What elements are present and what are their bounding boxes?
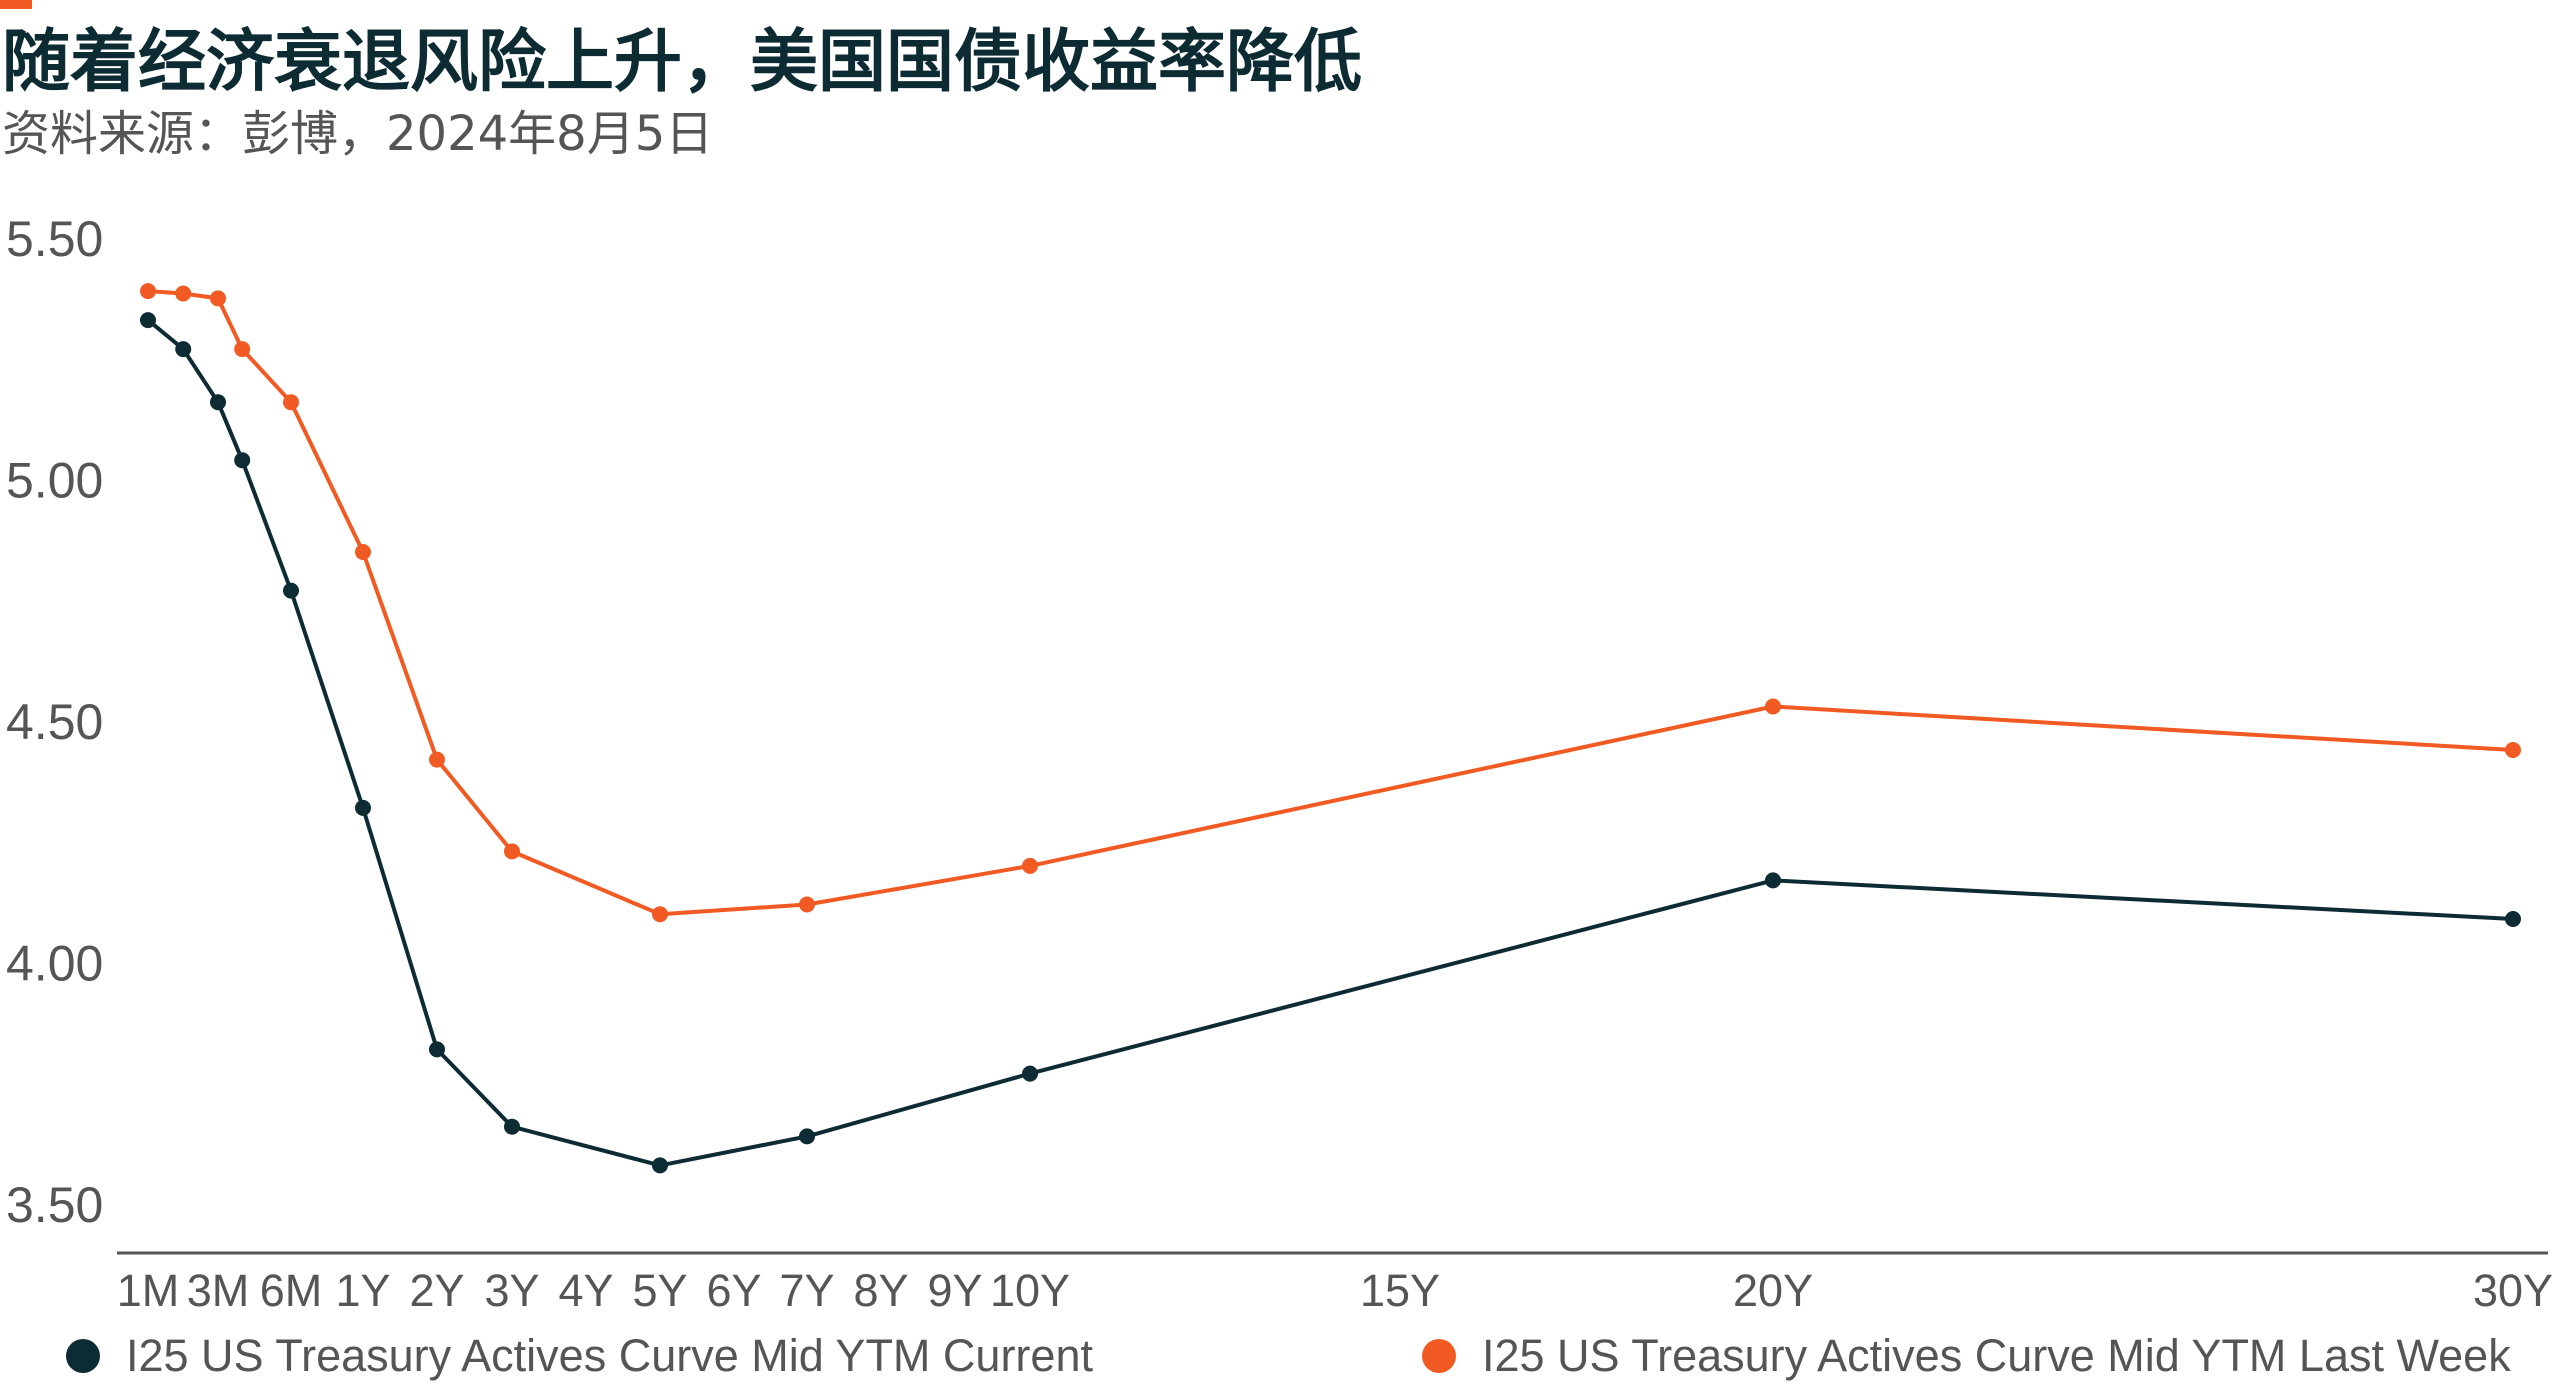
x-tick-label: 1M — [117, 1265, 180, 1316]
data-point-current — [210, 394, 226, 411]
legend-marker-current — [66, 1339, 100, 1373]
x-tick-label: 10Y — [990, 1265, 1070, 1316]
x-tick-label: 6Y — [706, 1265, 761, 1316]
y-axis-ticks: 5.50 5.00 4.50 4.00 3.50 — [6, 211, 103, 1233]
legend-label-current: I25 US Treasury Actives Curve Mid YTM Cu… — [126, 1330, 1093, 1381]
chart-title: 随着经济衰退风险上升，美国国债收益率降低 — [2, 23, 1363, 102]
data-point-last-week — [1022, 857, 1038, 874]
x-tick-label: 4Y — [558, 1265, 613, 1316]
x-tick-label: 5Y — [632, 1265, 687, 1316]
legend-marker-last-week — [1422, 1339, 1456, 1373]
data-point-last-week — [175, 285, 192, 302]
x-tick-label: 7Y — [779, 1265, 834, 1316]
legend-item-current: I25 US Treasury Actives Curve Mid YTM Cu… — [66, 1330, 1093, 1382]
data-point-last-week — [504, 843, 520, 860]
data-point-current — [283, 582, 299, 599]
data-point-current — [175, 341, 192, 358]
data-point-current — [504, 1118, 520, 1135]
data-point-current — [429, 1041, 445, 1058]
data-point-current — [234, 452, 251, 469]
x-tick-label: 30Y — [2473, 1265, 2553, 1316]
data-point-current — [1022, 1065, 1038, 1082]
x-tick-label: 8Y — [853, 1265, 908, 1316]
data-point-current — [799, 1128, 815, 1145]
x-tick-label: 1Y — [335, 1265, 390, 1316]
legend-label-last-week: I25 US Treasury Actives Curve Mid YTM La… — [1482, 1330, 2511, 1381]
data-point-last-week — [799, 896, 815, 913]
y-tick-label: 5.00 — [6, 453, 103, 509]
data-point-last-week — [1765, 698, 1781, 715]
y-tick-label: 4.00 — [6, 936, 103, 992]
y-tick-label: 4.50 — [6, 694, 103, 750]
y-tick-label: 3.50 — [6, 1177, 103, 1233]
data-point-last-week — [2505, 742, 2521, 758]
x-tick-label: 3M — [187, 1265, 250, 1316]
chart-subtitle: 资料来源：彭博，2024年8月5日 — [2, 106, 714, 162]
data-point-last-week — [210, 290, 226, 307]
accent-bar — [0, 0, 32, 9]
x-tick-label: 2Y — [409, 1265, 464, 1316]
legend-item-last-week: I25 US Treasury Actives Curve Mid YTM La… — [1422, 1330, 2511, 1382]
data-point-current — [140, 312, 156, 329]
y-tick-label: 5.50 — [6, 211, 103, 267]
x-tick-label: 20Y — [1733, 1265, 1813, 1316]
x-tick-label: 6M — [260, 1265, 323, 1316]
data-point-current — [2505, 911, 2521, 927]
x-axis-ticks: 1M 3M 6M 1Y 2Y 3Y 4Y 5Y 6Y 7Y 8Y 9Y 10Y 15Y 20Y 30Y — [117, 1265, 2553, 1316]
data-point-current — [355, 799, 371, 816]
data-point-last-week — [283, 394, 299, 411]
data-point-last-week — [355, 544, 371, 560]
series-line-last-week — [146, 289, 2515, 917]
data-point-current — [652, 1157, 668, 1174]
x-tick-label: 15Y — [1360, 1265, 1440, 1316]
series-line-current — [146, 318, 2515, 1168]
series-layer — [140, 283, 2521, 1174]
x-tick-label: 9Y — [927, 1265, 982, 1316]
data-point-last-week — [234, 341, 251, 358]
data-point-current — [1765, 872, 1781, 889]
x-tick-label: 3Y — [484, 1265, 539, 1316]
data-point-last-week — [140, 283, 156, 300]
data-point-last-week — [652, 906, 668, 923]
data-point-last-week — [429, 751, 445, 768]
